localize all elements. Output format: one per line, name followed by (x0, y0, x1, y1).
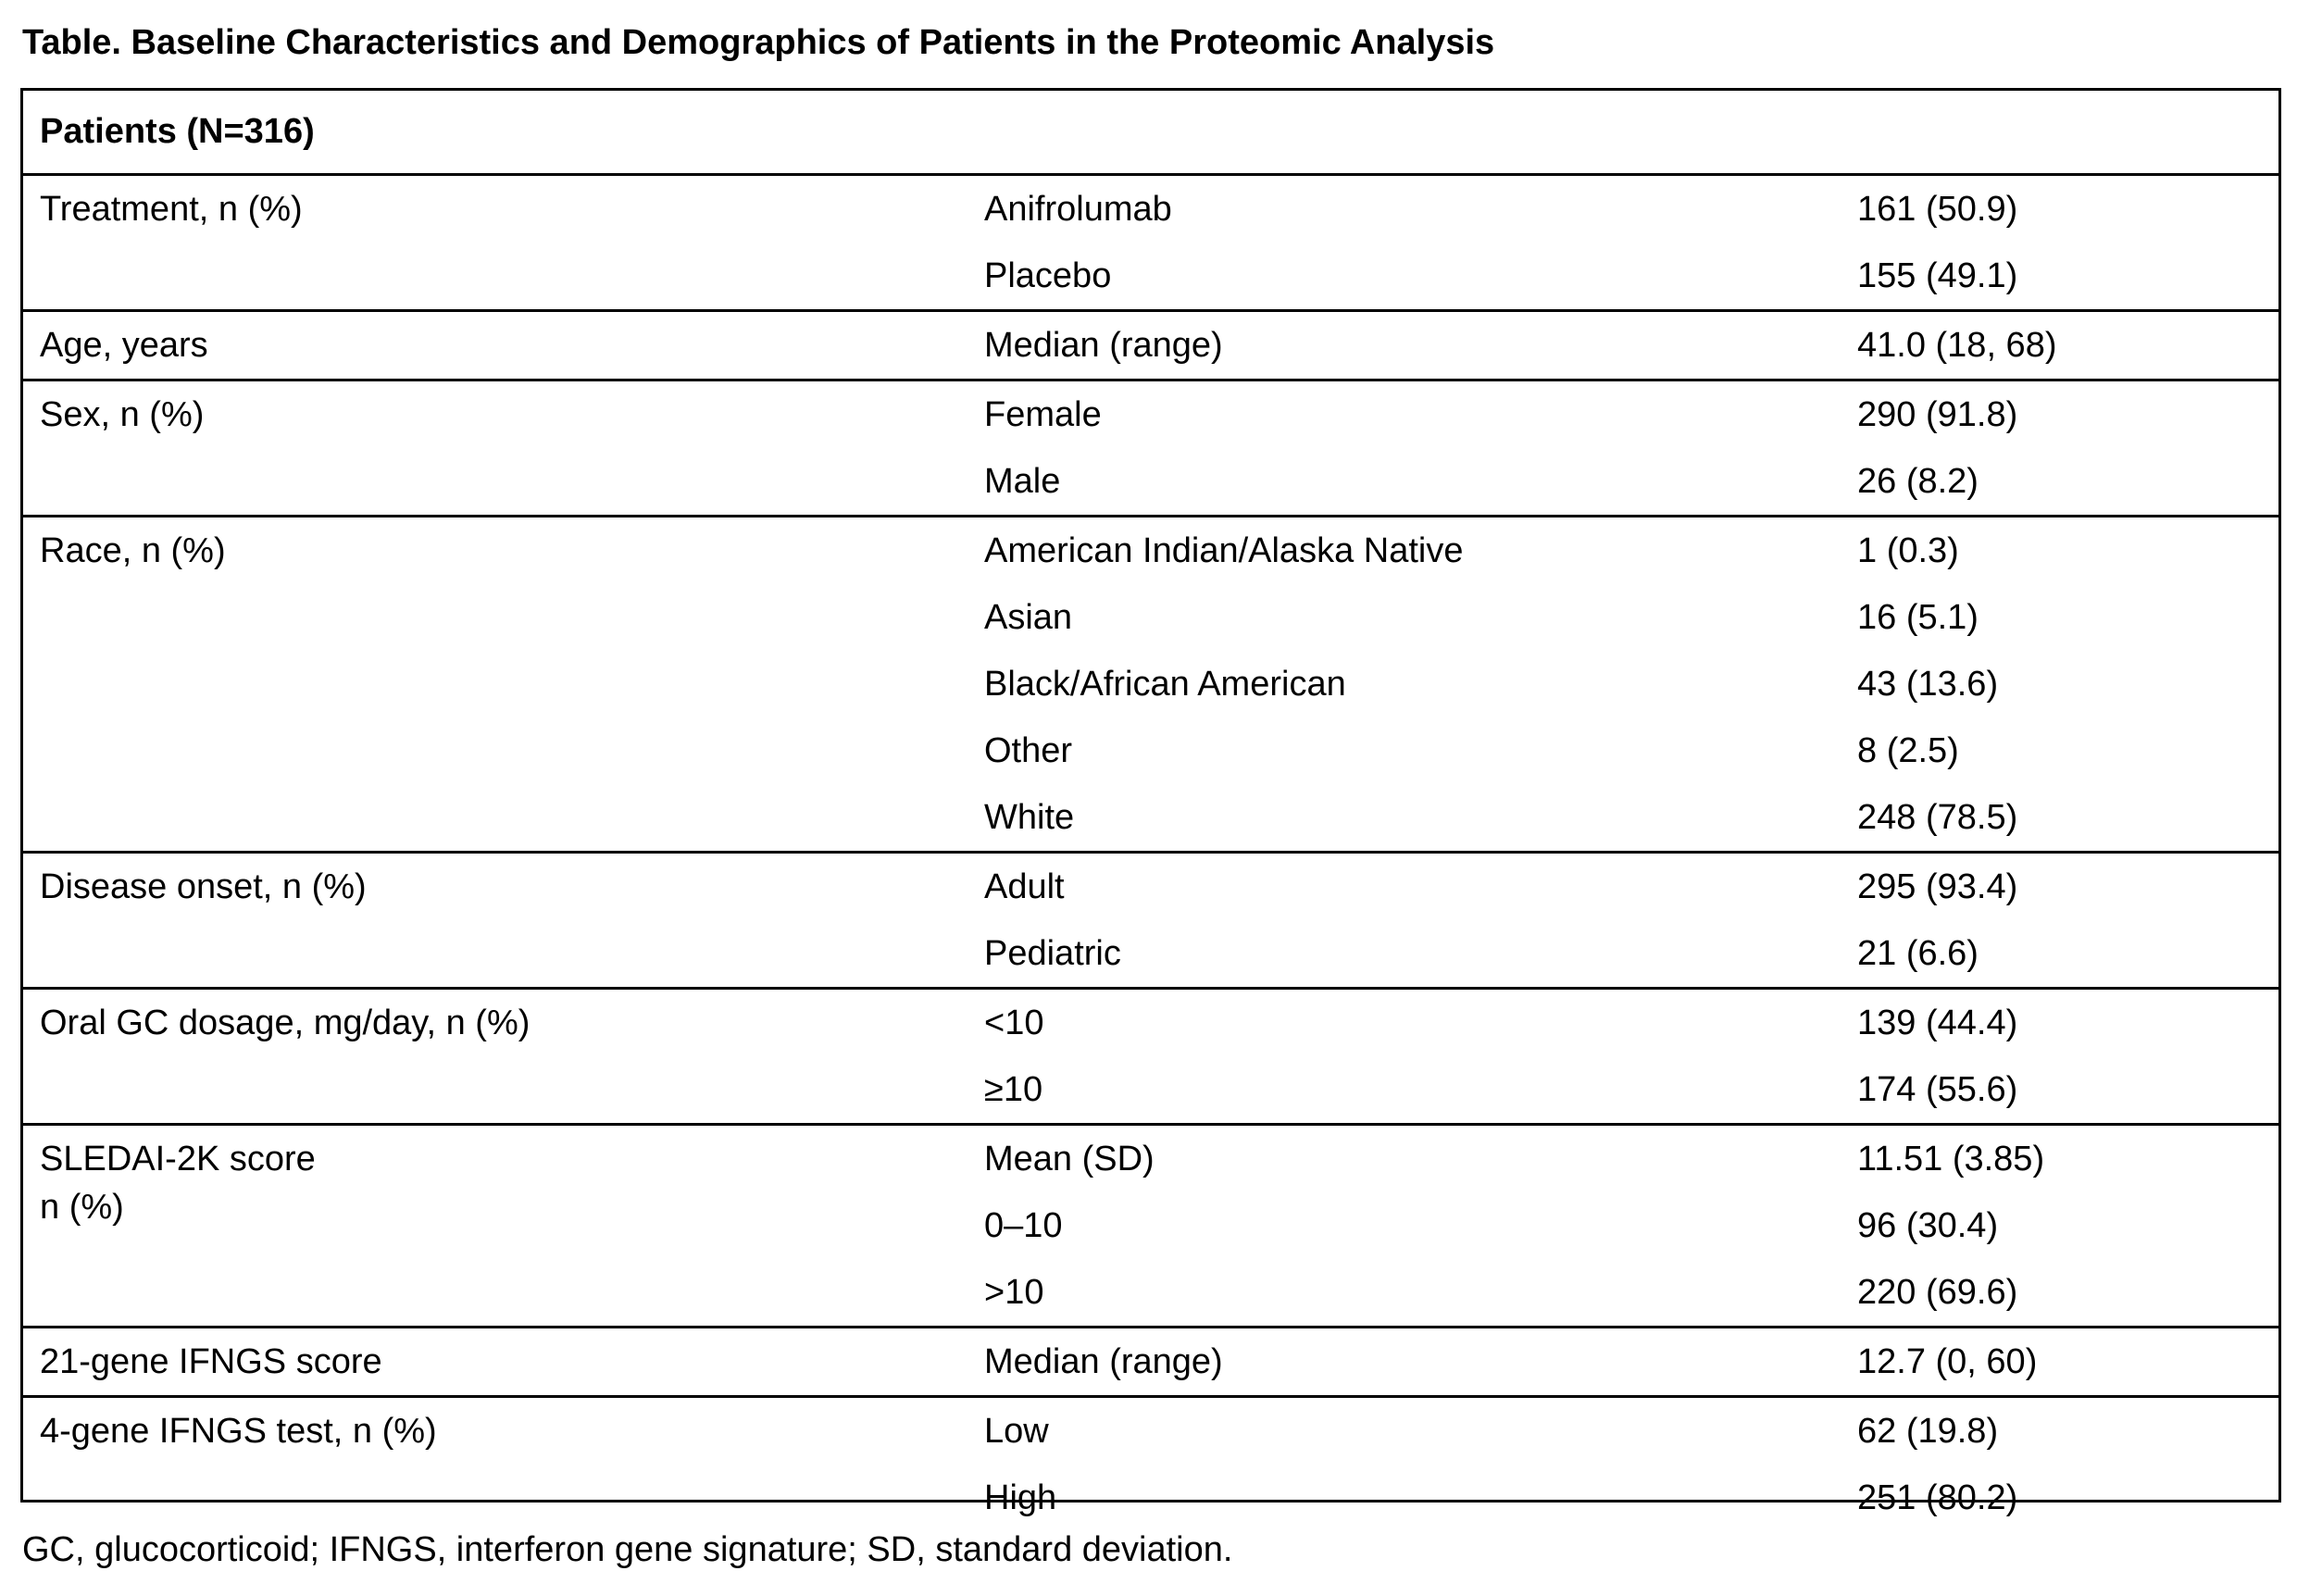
table-row: Anifrolumab 161 (50.9) (23, 176, 2278, 243)
table-row: Median (range) 12.7 (0, 60) (23, 1328, 2278, 1395)
table-row-group: SLEDAI-2K score n (%) Mean (SD) 11.51 (3.8… (23, 1126, 2278, 1328)
row-value: 161 (50.9) (1857, 190, 2018, 229)
row-value: 16 (5.1) (1857, 598, 1979, 637)
row-group-label: Oral GC dosage, mg/day, n (%) (40, 1004, 531, 1042)
row-category: <10 (984, 1004, 1044, 1042)
row-value: 220 (69.6) (1857, 1273, 2018, 1312)
table-row-group: Race, n (%) American Indian/Alaska Native… (23, 517, 2278, 854)
row-category: Median (range) (984, 1342, 1223, 1381)
table-row: High 251 (80.2) (23, 1465, 2278, 1531)
row-value: 248 (78.5) (1857, 798, 2018, 837)
table-row: Other 8 (2.5) (23, 717, 2278, 784)
row-category: Low (984, 1412, 1049, 1451)
row-category: Black/African American (984, 665, 1346, 704)
row-category: >10 (984, 1273, 1044, 1312)
row-category: Placebo (984, 256, 1112, 295)
row-value: 12.7 (0, 60) (1857, 1342, 2038, 1381)
table-row-group: Oral GC dosage, mg/day, n (%) <10 139 (44.… (23, 990, 2278, 1126)
characteristics-table: Patients (N=316) Treatment, n (%) Anifrol… (20, 88, 2281, 1517)
row-value: 251 (80.2) (1857, 1478, 2018, 1517)
table-row: Median (range) 41.0 (18, 68) (23, 312, 2278, 379)
row-value: 43 (13.6) (1857, 665, 1999, 704)
row-value: 8 (2.5) (1857, 731, 1959, 770)
table-title: Table. Baseline Characteristics and Demo… (22, 23, 1495, 62)
row-category: ≥10 (984, 1070, 1043, 1109)
row-value: 139 (44.4) (1857, 1004, 2018, 1042)
row-category: Anifrolumab (984, 190, 1172, 229)
table-row-group: Sex, n (%) Female 290 (91.8) Male 26 (8.2) (23, 381, 2278, 517)
row-value: 41.0 (18, 68) (1857, 326, 2057, 365)
table-row: Low 62 (19.8) (23, 1398, 2278, 1465)
table-row: Pediatric 21 (6.6) (23, 920, 2278, 987)
table-row-group: 21-gene IFNGS score Median (range) 12.7 (0… (23, 1328, 2278, 1398)
row-value: 21 (6.6) (1857, 934, 1979, 973)
row-category: Adult (984, 867, 1065, 906)
row-category: Pediatric (984, 934, 1121, 973)
row-category: White (984, 798, 1075, 837)
row-value: 96 (30.4) (1857, 1206, 1999, 1245)
row-category: Male (984, 462, 1061, 501)
row-group-label: Age, years (40, 326, 208, 365)
table-row: Mean (SD) 11.51 (3.85) (23, 1126, 2278, 1192)
table-row: White 248 (78.5) (23, 784, 2278, 851)
table-header: Patients (N=316) (23, 91, 2278, 176)
table-row: Adult 295 (93.4) (23, 854, 2278, 920)
row-group-label: Treatment, n (%) (40, 190, 303, 229)
row-group-label: Sex, n (%) (40, 395, 205, 434)
row-value: 62 (19.8) (1857, 1412, 1999, 1451)
table-row: Male 26 (8.2) (23, 448, 2278, 515)
row-category: Median (range) (984, 326, 1223, 365)
row-category: American Indian/Alaska Native (984, 531, 1464, 570)
table-row-group: 4-gene IFNGS test, n (%) Low 62 (19.8) High… (23, 1398, 2278, 1531)
row-value: 26 (8.2) (1857, 462, 1979, 501)
row-group-label: SLEDAI-2K score n (%) (40, 1140, 316, 1227)
row-value: 295 (93.4) (1857, 867, 2018, 906)
row-group-label: 4-gene IFNGS test, n (%) (40, 1412, 437, 1451)
table-row: >10 220 (69.6) (23, 1259, 2278, 1326)
table-row: American Indian/Alaska Native 1 (0.3) (23, 517, 2278, 584)
row-value: 155 (49.1) (1857, 256, 2018, 295)
row-category: Mean (SD) (984, 1140, 1155, 1178)
row-category: Other (984, 731, 1073, 770)
table-row: 0–10 96 (30.4) (23, 1192, 2278, 1259)
table-row-group: Age, years Median (range) 41.0 (18, 68) (23, 312, 2278, 381)
row-category: High (984, 1478, 1057, 1517)
row-group-label: Race, n (%) (40, 531, 226, 570)
table-row-group: Disease onset, n (%) Adult 295 (93.4) Pedia… (23, 854, 2278, 990)
row-category: Female (984, 395, 1102, 434)
table-row: Placebo 155 (49.1) (23, 243, 2278, 309)
table-row: <10 139 (44.4) (23, 990, 2278, 1056)
table-row-group: Treatment, n (%) Anifrolumab 161 (50.9) Pla… (23, 176, 2278, 312)
row-value: 290 (91.8) (1857, 395, 2018, 434)
row-group-label: 21-gene IFNGS score (40, 1342, 382, 1381)
table-row: Female 290 (91.8) (23, 381, 2278, 448)
table-footnote: GC, glucocorticoid; IFNGS, interferon ge… (22, 1530, 1233, 1569)
table-row: ≥10 174 (55.6) (23, 1056, 2278, 1123)
table-row: Black/African American 43 (13.6) (23, 651, 2278, 717)
row-category: Asian (984, 598, 1073, 637)
row-value: 174 (55.6) (1857, 1070, 2018, 1109)
row-value: 11.51 (3.85) (1857, 1140, 2045, 1178)
table-row: Asian 16 (5.1) (23, 584, 2278, 651)
row-group-label: Disease onset, n (%) (40, 867, 367, 906)
row-value: 1 (0.3) (1857, 531, 1959, 570)
table-body: Treatment, n (%) Anifrolumab 161 (50.9) Pla… (23, 176, 2278, 1531)
row-category: 0–10 (984, 1206, 1063, 1245)
